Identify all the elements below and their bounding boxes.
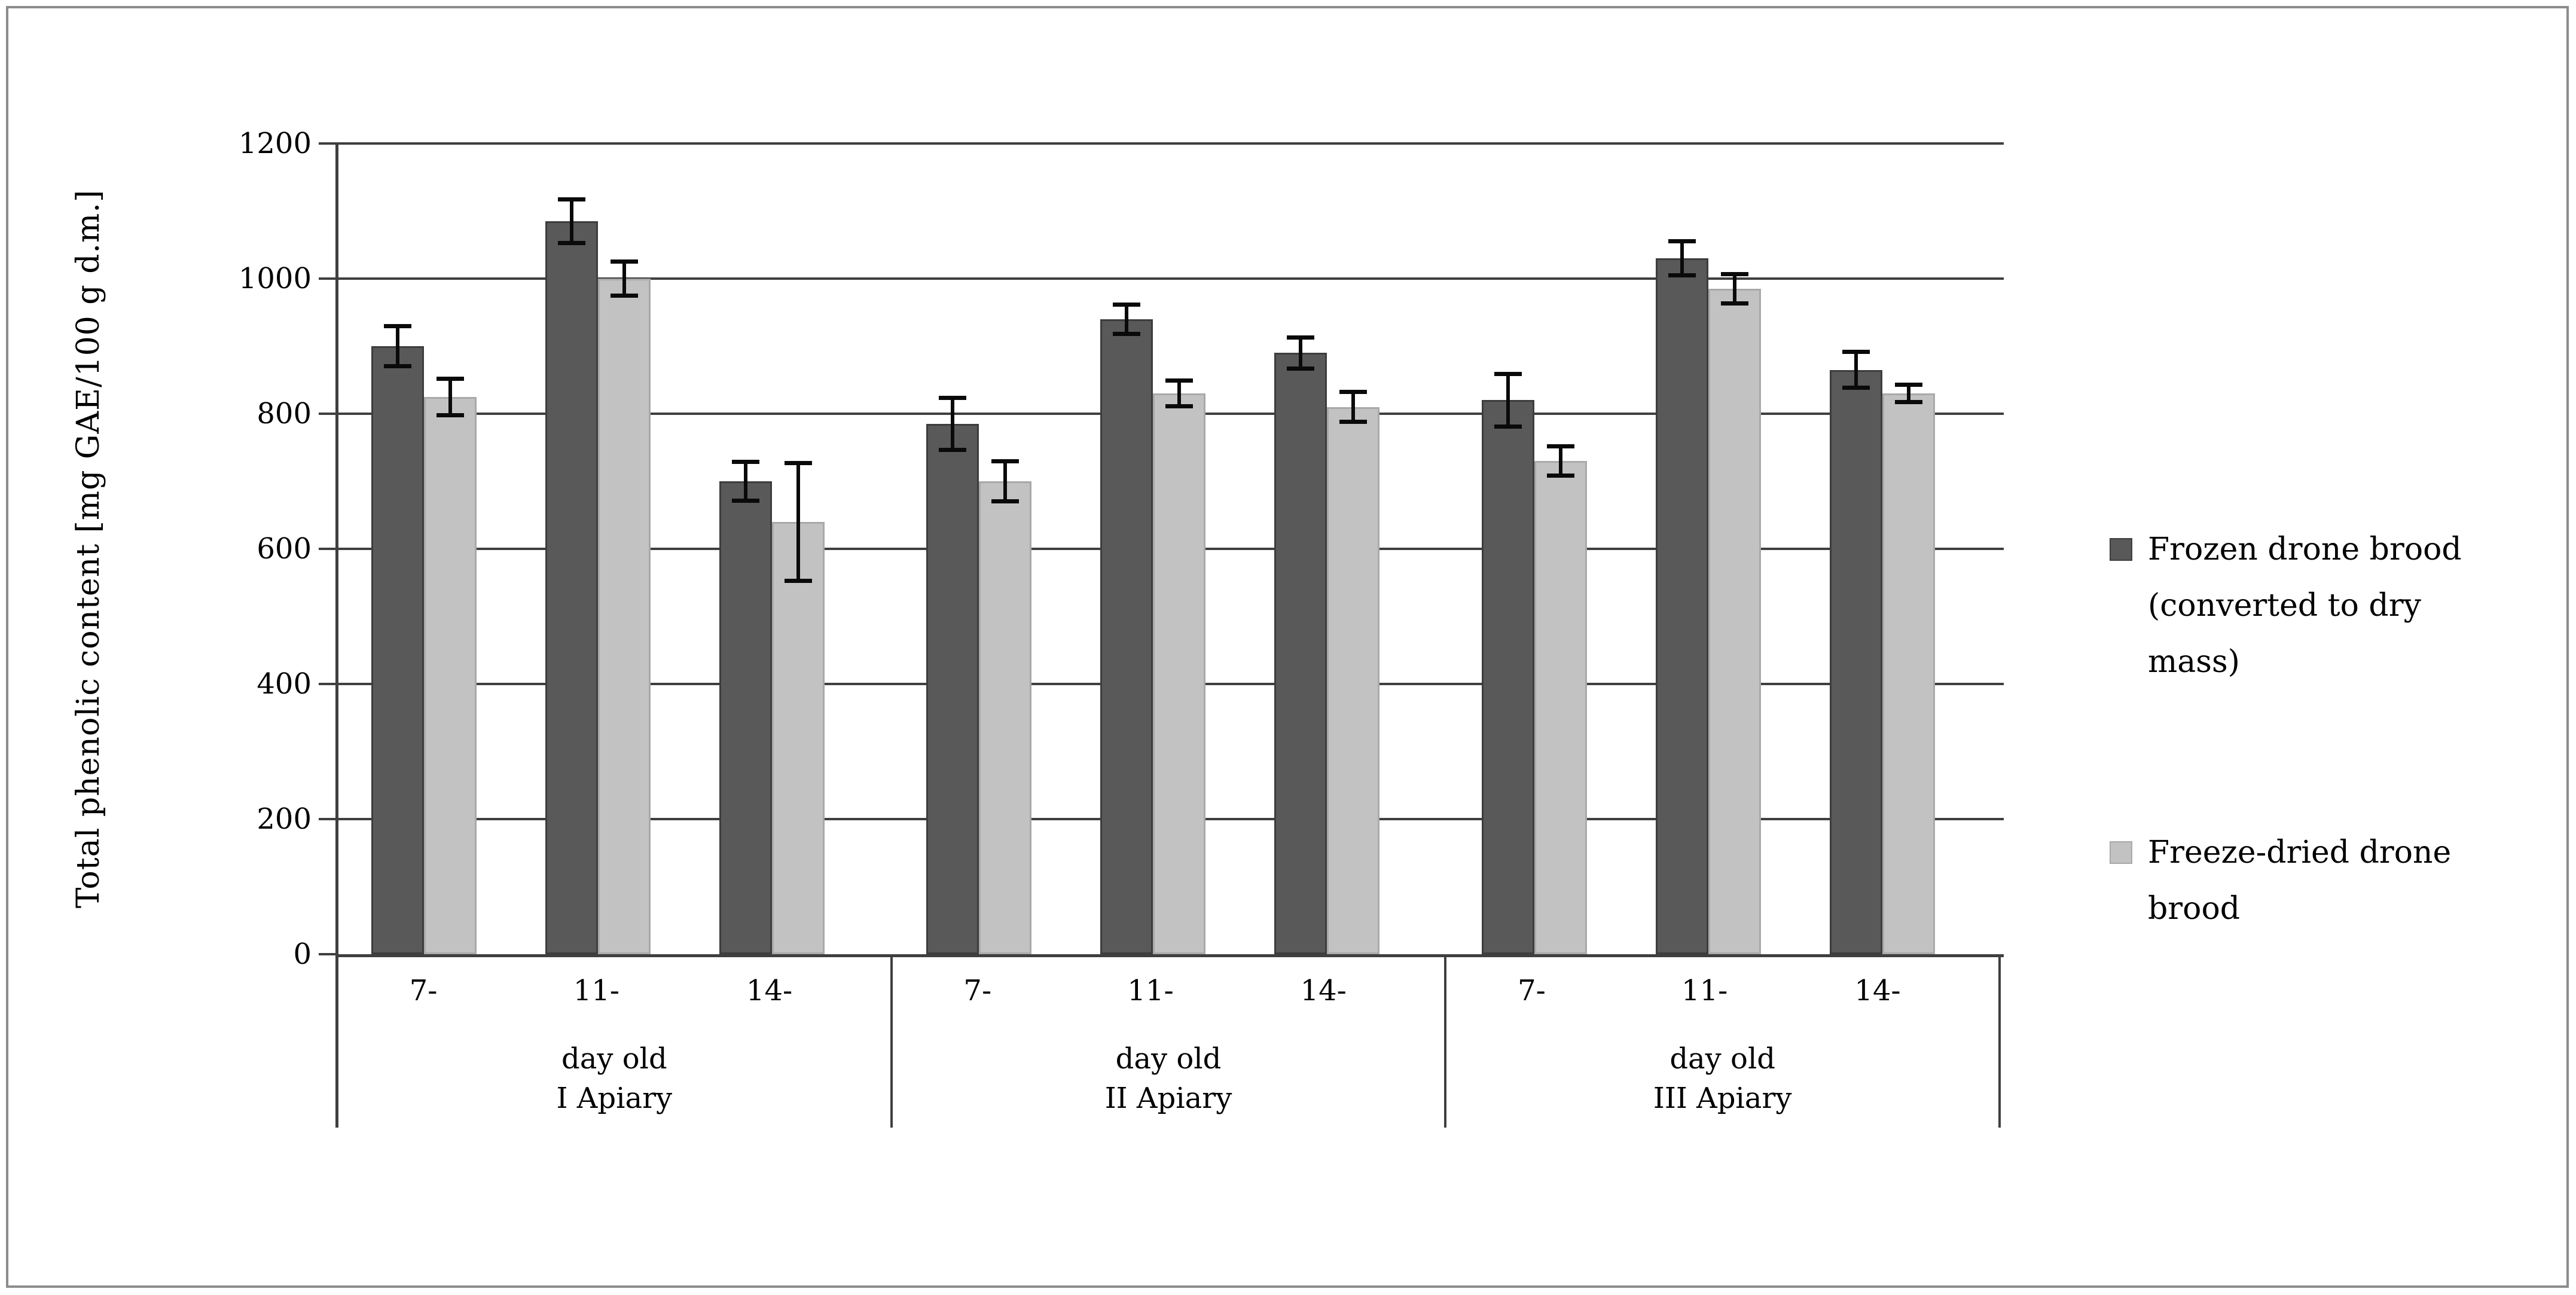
error-bar bbox=[1546, 444, 1574, 478]
bar-frozen-7-I bbox=[371, 346, 424, 954]
legend-label: Frozen drone brood (converted to dry mas… bbox=[2148, 532, 2462, 680]
error-bar bbox=[1287, 335, 1315, 371]
bar-freeze-dried-11-II bbox=[1153, 393, 1206, 954]
error-bar bbox=[1668, 239, 1696, 277]
bar-frozen-11-III bbox=[1655, 258, 1708, 954]
y-axis-tick-label: 1000 bbox=[238, 262, 312, 295]
x-group-sublabel: day old bbox=[561, 1042, 667, 1076]
gridline-1200 bbox=[338, 142, 2004, 145]
x-tick-label: 11- bbox=[1127, 974, 1174, 1007]
x-group-sublabel: day old bbox=[1669, 1042, 1776, 1076]
y-axis-tick-mark bbox=[319, 953, 338, 955]
y-axis-tick-label: 1200 bbox=[238, 127, 312, 160]
y-axis-tick-mark bbox=[319, 818, 338, 820]
error-bar bbox=[785, 461, 812, 583]
error-bar bbox=[1494, 371, 1522, 429]
y-axis-tick-label: 0 bbox=[293, 937, 312, 971]
x-tick-label: 14- bbox=[1854, 974, 1901, 1007]
bar-freeze-dried-7-III bbox=[1534, 461, 1587, 954]
bar-freeze-dried-11-I bbox=[598, 279, 651, 954]
error-bar bbox=[732, 459, 759, 503]
bar-frozen-11-II bbox=[1100, 319, 1153, 954]
bar-frozen-14-I bbox=[719, 481, 772, 954]
bar-frozen-14-III bbox=[1829, 369, 1882, 954]
bar-freeze-dried-7-II bbox=[979, 481, 1032, 954]
y-axis-tick-mark bbox=[319, 413, 338, 415]
legend-swatch-freeze-dried-icon bbox=[2110, 841, 2132, 864]
x-group-cell-2: 7- 11- 14- day old II Apiary bbox=[893, 957, 1447, 1128]
y-axis-tick-label: 200 bbox=[257, 802, 312, 836]
bar-group-iii-apiary bbox=[1449, 143, 2004, 954]
y-axis-tick-mark bbox=[319, 142, 338, 145]
x-tick-label: 7- bbox=[409, 974, 438, 1007]
x-group-apiary-label: II Apiary bbox=[1104, 1082, 1232, 1115]
x-group-apiary-label: I Apiary bbox=[556, 1082, 673, 1115]
error-bar bbox=[1894, 383, 1922, 405]
bar-frozen-7-III bbox=[1481, 400, 1534, 954]
error-bar bbox=[384, 323, 411, 369]
bar-frozen-14-II bbox=[1274, 353, 1327, 954]
error-bar bbox=[611, 259, 638, 298]
x-tick-label: 14- bbox=[746, 974, 793, 1007]
bar-frozen-7-II bbox=[926, 423, 979, 954]
x-axis-label-area: 7- 11- 14- day old I Apiary 7- 11- 14- day old II… bbox=[335, 957, 2001, 1128]
legend: Frozen drone brood (converted to dry mas… bbox=[2110, 521, 2528, 937]
x-tick-label: 11- bbox=[573, 974, 619, 1007]
bar-freeze-dried-14-II bbox=[1327, 407, 1380, 954]
plot-area: 0 200 400 600 800 1000 1200 bbox=[239, 127, 2004, 971]
y-axis-tick-label: 400 bbox=[257, 667, 312, 701]
bar-freeze-dried-11-III bbox=[1708, 288, 1761, 954]
y-axis-title: Total phenolic content [mg GAE/100 g d.m… bbox=[71, 189, 106, 909]
error-bar bbox=[1339, 390, 1368, 424]
x-group-apiary-label: III Apiary bbox=[1653, 1082, 1792, 1115]
gridline-1000 bbox=[338, 277, 2004, 280]
y-axis-tick-label: 600 bbox=[257, 532, 312, 566]
legend-item-frozen-drone-brood: Frozen drone brood (converted to dry mas… bbox=[2110, 521, 2528, 690]
error-bar bbox=[1720, 271, 1748, 306]
x-group-cell-3: 7- 11- 14- day old III Apiary bbox=[1446, 957, 2001, 1128]
bar-freeze-dried-7-I bbox=[424, 396, 477, 954]
y-axis-tick-mark bbox=[319, 683, 338, 685]
y-axis-tick-label: 800 bbox=[257, 397, 312, 430]
error-bar bbox=[1165, 378, 1194, 408]
legend-label: Freeze-dried drone brood bbox=[2148, 835, 2452, 927]
error-bar bbox=[1113, 302, 1141, 337]
error-bar bbox=[991, 459, 1020, 504]
y-axis-tick-mark bbox=[319, 548, 338, 550]
error-bar bbox=[939, 395, 967, 453]
legend-item-freeze-dried-drone-brood: Freeze-dried drone brood bbox=[2110, 824, 2528, 937]
bar-freeze-dried-14-I bbox=[772, 521, 825, 954]
error-bar bbox=[1842, 349, 1870, 390]
x-tick-label: 7- bbox=[963, 974, 992, 1007]
x-group-sublabel: day old bbox=[1115, 1042, 1222, 1076]
bar-freeze-dried-14-III bbox=[1882, 393, 1935, 954]
error-bar bbox=[558, 197, 585, 245]
bar-group-i-apiary bbox=[338, 143, 893, 954]
legend-swatch-frozen-icon bbox=[2110, 538, 2132, 561]
y-axis-tick-mark bbox=[319, 277, 338, 280]
bar-group-ii-apiary bbox=[893, 143, 1448, 954]
bar-frozen-11-I bbox=[545, 221, 598, 954]
x-tick-label: 14- bbox=[1300, 974, 1347, 1007]
x-tick-label: 7- bbox=[1518, 974, 1546, 1007]
x-group-cell-1: 7- 11- 14- day old I Apiary bbox=[335, 957, 893, 1128]
x-tick-label: 11- bbox=[1681, 974, 1728, 1007]
error-bar bbox=[437, 376, 464, 417]
